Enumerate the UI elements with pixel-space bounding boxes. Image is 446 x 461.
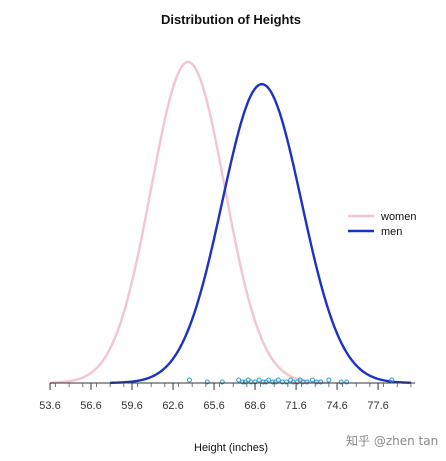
curve-men <box>110 82 411 384</box>
sample-point <box>260 379 266 385</box>
sample-point <box>266 377 272 383</box>
sample-point <box>236 377 242 383</box>
x-tick-label: 74.6 <box>326 400 347 412</box>
sample-points <box>186 377 395 385</box>
x-tick-label: 68.6 <box>244 400 265 412</box>
sample-point <box>240 379 246 385</box>
x-tick-label: 53.6 <box>39 400 60 412</box>
sample-point <box>275 377 281 383</box>
sample-point <box>219 379 225 385</box>
x-tick-label: 62.6 <box>162 400 183 412</box>
x-tick-label: 65.6 <box>203 400 224 412</box>
sample-point <box>326 377 332 383</box>
x-axis-label: Height (inches) <box>194 442 268 454</box>
sample-point <box>304 379 310 385</box>
sample-point <box>204 379 210 385</box>
legend-label-men: men <box>381 226 402 238</box>
curve-women <box>49 60 329 384</box>
sample-point <box>256 377 262 383</box>
sample-point <box>186 377 192 383</box>
x-tick-label: 56.6 <box>80 400 101 412</box>
sample-point <box>318 379 324 385</box>
watermark: 知乎 @zhen tan <box>346 434 439 448</box>
sample-point <box>270 379 276 385</box>
chart-title: Distribution of Heights <box>161 12 301 27</box>
curves <box>49 60 411 384</box>
sample-point <box>344 379 350 385</box>
sample-point <box>389 377 395 383</box>
sample-point <box>284 379 289 385</box>
x-tick-label: 77.6 <box>367 400 388 412</box>
sample-point <box>309 377 315 383</box>
sample-point <box>338 379 344 385</box>
x-axis: 53.6 56.6 59.6 62.6 65.6 68.6 71.6 74.6 77.6 <box>39 382 415 412</box>
legend: women men <box>348 211 416 238</box>
x-tick-label: 59.6 <box>121 400 142 412</box>
x-tick-label: 71.6 <box>285 400 306 412</box>
legend-label-women: women <box>380 211 416 223</box>
